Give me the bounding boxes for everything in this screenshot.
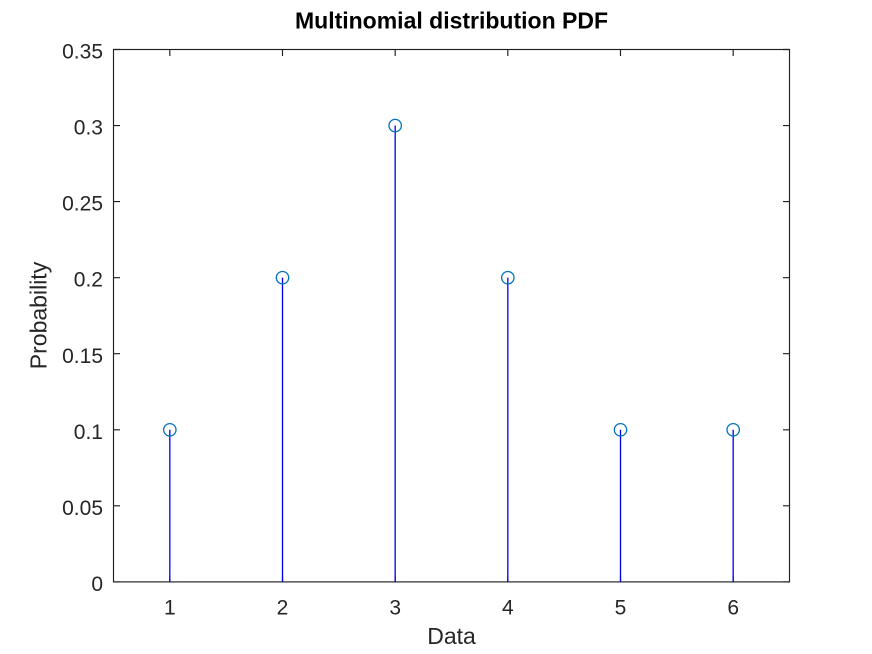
svg-text:0.05: 0.05 — [62, 497, 103, 520]
svg-text:0: 0 — [91, 573, 103, 596]
svg-text:0.15: 0.15 — [62, 345, 103, 368]
svg-text:0.35: 0.35 — [62, 41, 103, 64]
svg-text:6: 6 — [727, 597, 739, 620]
svg-text:1: 1 — [164, 597, 176, 620]
svg-text:5: 5 — [615, 597, 627, 620]
svg-text:0.2: 0.2 — [74, 269, 103, 292]
svg-text:0.3: 0.3 — [74, 117, 103, 140]
svg-text:Probability: Probability — [26, 261, 52, 369]
svg-text:Multinomial distribution PDF: Multinomial distribution PDF — [295, 8, 608, 34]
svg-text:0.1: 0.1 — [74, 421, 103, 444]
svg-text:4: 4 — [502, 597, 514, 620]
svg-text:0.25: 0.25 — [62, 193, 103, 216]
svg-text:2: 2 — [277, 597, 289, 620]
svg-text:Data: Data — [427, 623, 476, 649]
svg-text:3: 3 — [389, 597, 401, 620]
